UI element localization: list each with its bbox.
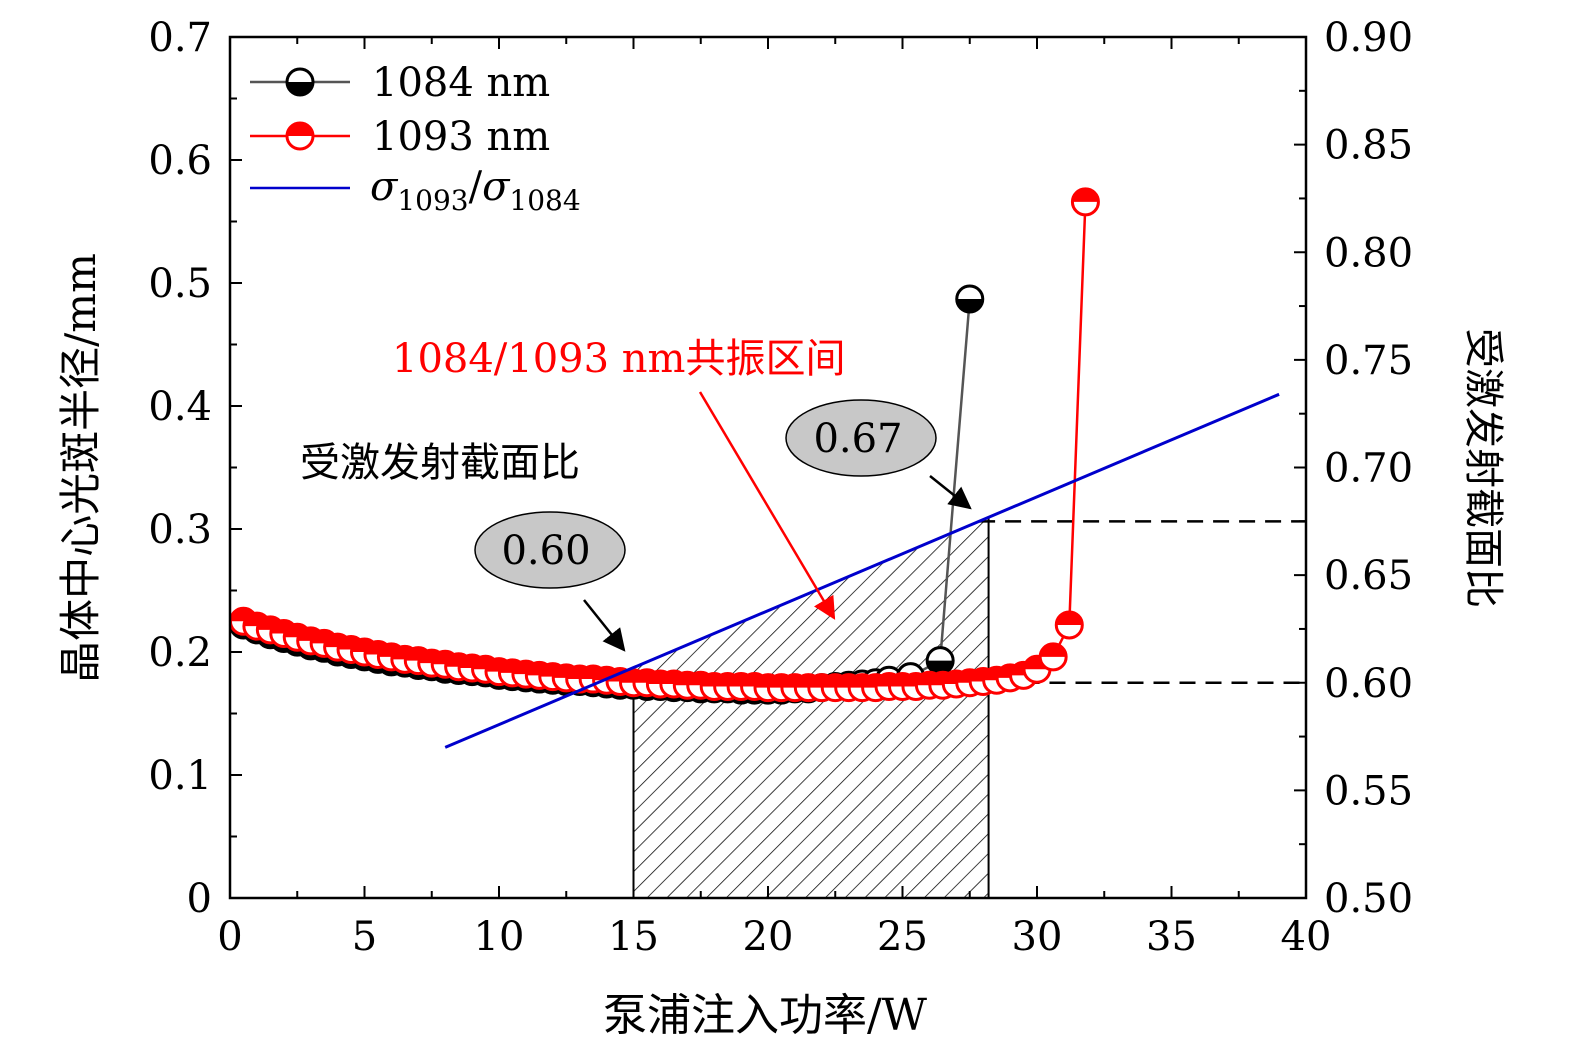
legend-marker-1093-fill xyxy=(287,123,313,136)
legend-label-1093: 1093 nm xyxy=(372,114,550,160)
y-right-tick-label: 0.80 xyxy=(1324,230,1413,276)
x-tick-label: 35 xyxy=(1146,914,1197,960)
x-tick-label: 5 xyxy=(352,914,377,960)
y-right-tick-label: 0.50 xyxy=(1324,876,1413,922)
legend-marker-1084-fill xyxy=(287,82,313,95)
x-axis-title: 泵浦注入功率/W xyxy=(603,990,928,1041)
data-point xyxy=(955,284,985,314)
y-left-tick-label: 0 xyxy=(187,876,212,922)
legend-label-ratio: σ1093/σ1084 xyxy=(370,164,581,217)
data-point-fill xyxy=(1040,643,1067,657)
y-left-tick-label: 0.1 xyxy=(148,753,212,799)
bubble-low: 0.60 xyxy=(474,511,626,589)
legend-sub-1093: 1093 xyxy=(397,184,468,217)
y-right-tick-label: 0.85 xyxy=(1324,123,1413,169)
x-tick-label: 15 xyxy=(608,914,659,960)
series-1093-nm xyxy=(228,187,1100,703)
x-tick-label: 40 xyxy=(1281,914,1332,960)
legend-slash: / xyxy=(469,164,483,210)
bubble-high-shape xyxy=(785,399,937,477)
y-left-tick-label: 0.3 xyxy=(148,507,212,553)
legend-entry-1093: 1093 nm xyxy=(250,114,550,160)
data-point xyxy=(925,646,955,676)
y-left-tick-label: 0.2 xyxy=(148,630,212,676)
y-right-tick-label: 0.90 xyxy=(1324,15,1413,61)
resonance-label: 1084/1093 nm共振区间 xyxy=(392,336,845,382)
bubble-high-arrow xyxy=(929,475,972,510)
data-point-fill xyxy=(956,298,983,312)
data-point xyxy=(1038,642,1068,672)
y-right-axis-title: 受激发射截面比 xyxy=(1460,328,1506,608)
x-tick-label: 25 xyxy=(877,914,928,960)
data-point-fill xyxy=(927,660,954,674)
legend-label-1084: 1084 nm xyxy=(372,60,550,106)
legend-entry-1084: 1084 nm xyxy=(250,60,550,106)
legend-entry-ratio: σ1093/σ1084 xyxy=(250,164,581,217)
legend: 1084 nm 1093 nm σ1093/σ1084 xyxy=(250,60,581,217)
y-left-tick-label: 0.6 xyxy=(148,138,212,184)
tick-layer: 0 5 10 15 20 25 30 35 40 0 0.1 0.2 0.3 0.4 0.5 0.6 0.7 0.… xyxy=(148,15,1413,960)
data-point-fill xyxy=(1072,188,1099,202)
y-left-tick-label: 0.5 xyxy=(148,261,212,307)
y-right-tick-label: 0.60 xyxy=(1324,661,1413,707)
resonance-region-shape xyxy=(632,515,990,899)
x-tick-label: 20 xyxy=(743,914,794,960)
data-point xyxy=(1070,187,1100,217)
bubble-high: 0.67 xyxy=(785,399,937,477)
y-left-tick-label: 0.4 xyxy=(148,384,212,430)
data-point-fill xyxy=(1056,611,1083,625)
x-tick-label: 30 xyxy=(1012,914,1063,960)
y-right-tick-label: 0.75 xyxy=(1324,338,1413,384)
legend-sub-1084: 1084 xyxy=(509,184,580,217)
y-left-tick-label: 0.7 xyxy=(148,15,212,61)
bubble-low-value: 0.60 xyxy=(501,528,590,574)
x-tick-label: 0 xyxy=(217,914,242,960)
legend-sigma-1: σ xyxy=(370,164,399,210)
legend-sigma-2: σ xyxy=(482,164,511,210)
bubble-high-value: 0.67 xyxy=(813,416,902,462)
resonance-hatched-region xyxy=(632,515,990,899)
bubble-low-arrow xyxy=(583,599,626,652)
y-right-tick-label: 0.70 xyxy=(1324,446,1413,492)
data-point xyxy=(1054,610,1084,640)
y-left-axis-title: 晶体中心光斑半径/mm xyxy=(56,253,105,683)
bubble-low-shape xyxy=(474,511,626,589)
series-layer xyxy=(228,187,1280,749)
x-tick-label: 10 xyxy=(474,914,525,960)
series-line-ratio xyxy=(444,392,1280,749)
resonance-arrow xyxy=(698,391,836,620)
y-right-tick-label: 0.65 xyxy=(1324,553,1413,599)
ratio-annotation-label: 受激发射截面比 xyxy=(300,440,580,486)
y-right-tick-label: 0.55 xyxy=(1324,768,1413,814)
